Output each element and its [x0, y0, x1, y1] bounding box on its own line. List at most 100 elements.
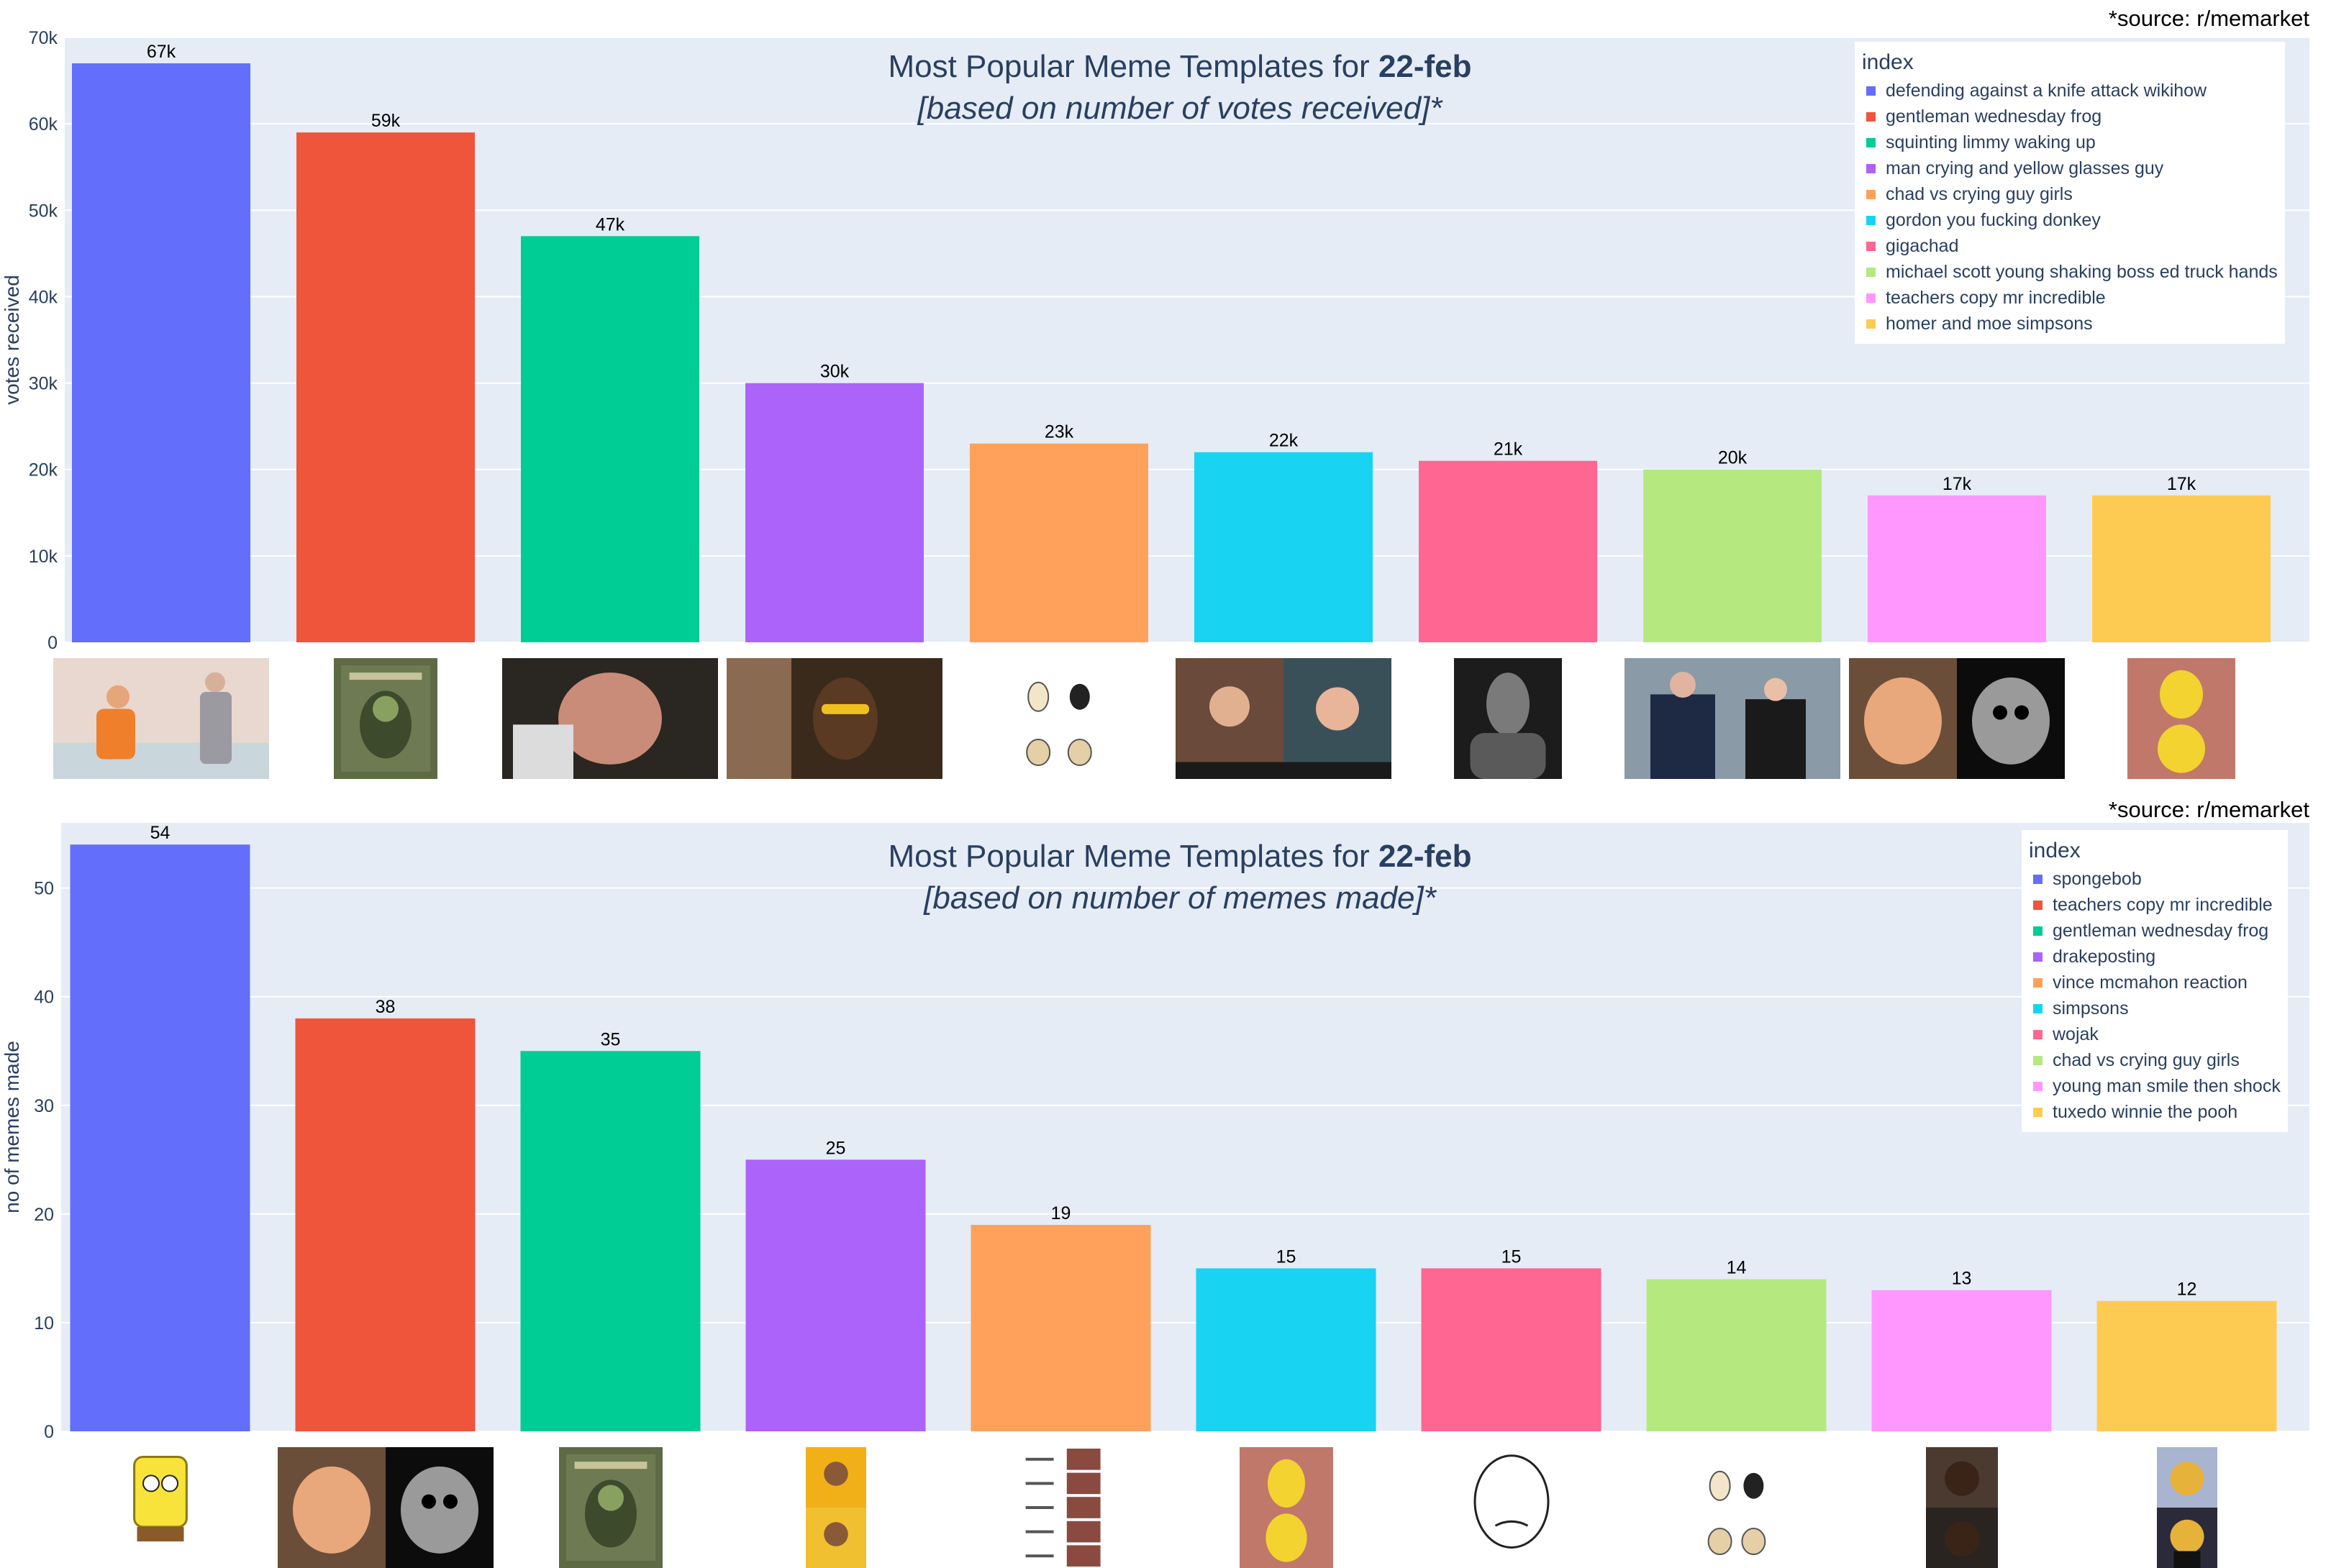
bar[interactable] [970, 443, 1148, 642]
legend-swatch [2033, 1003, 2043, 1013]
chad-girls-icon [1001, 658, 1117, 779]
bar-value-label: 47k [596, 214, 625, 234]
bar[interactable] [2096, 1300, 2277, 1431]
legend-swatch [2033, 926, 2043, 936]
bar[interactable] [1643, 469, 1822, 642]
bar-value-label: 21k [1494, 439, 1523, 460]
drake-icon [805, 1447, 866, 1568]
legend-swatch [2033, 1029, 2043, 1039]
vince-mcmahon-icon [1014, 1447, 1108, 1568]
legend-item[interactable]: squinting limmy waking up [1862, 129, 2278, 155]
legend-label: squinting limmy waking up [1886, 132, 2096, 152]
bar-value-label: 38 [376, 997, 396, 1017]
legend-label: gentleman wednesday frog [2053, 921, 2269, 941]
legend-title: index [1862, 50, 1914, 74]
source-note: *source: r/memarket [2108, 797, 2309, 822]
legend-item[interactable]: wojak [2029, 1021, 2281, 1047]
legend-swatch [1866, 86, 1876, 96]
bar[interactable] [745, 1159, 926, 1431]
y-tick-label: 10k [29, 547, 58, 567]
bar[interactable] [521, 236, 699, 642]
legend-item[interactable]: simpsons [2029, 995, 2281, 1021]
bar[interactable] [745, 383, 924, 642]
y-tick-label: 20k [29, 460, 58, 480]
frog-icon [558, 1447, 663, 1568]
legend-swatch [2033, 900, 2043, 910]
memes-chart-panel: 0 10 20 30 40 50 no of memes made 54 38 35 25 19 15 1… [0, 784, 2331, 1568]
legend-item[interactable]: gentleman wednesday frog [1862, 104, 2278, 129]
legend-item[interactable]: michael scott young shaking boss ed truc… [1862, 259, 2278, 285]
legend-swatch [2033, 952, 2043, 962]
legend-item[interactable]: defending against a knife attack wikihow [1862, 78, 2278, 104]
legend-item[interactable]: vince mcmahon reaction [2029, 970, 2281, 995]
chart-title: Most Popular Meme Templates for 22-feb [… [648, 836, 1712, 919]
chart-legend: index defending against a knife attack w… [1855, 42, 2285, 344]
bar-value-label: 14 [1727, 1258, 1747, 1278]
legend-label: chad vs crying guy girls [2053, 1050, 2240, 1070]
y-axis-title: no of memes made [1, 1041, 23, 1213]
legend-item[interactable]: teachers copy mr incredible [1862, 285, 2278, 311]
chart-title-prefix: Most Popular Meme Templates for [888, 49, 1378, 84]
legend-label: michael scott young shaking boss ed truc… [1886, 262, 2278, 282]
legend-item[interactable]: gigachad [1862, 233, 2278, 259]
legend-label: man crying and yellow glasses guy [1886, 158, 2164, 178]
bar[interactable] [1871, 1290, 2052, 1431]
bar[interactable] [1421, 1268, 1601, 1431]
legend-label: gentleman wednesday frog [1886, 106, 2102, 127]
legend-item[interactable]: gordon you fucking donkey [1862, 207, 2278, 233]
y-tick-label: 60k [29, 114, 58, 135]
bar-value-label: 17k [2167, 474, 2196, 494]
bar-value-label: 23k [1045, 422, 1074, 442]
legend-item[interactable]: drakeposting [2029, 944, 2281, 970]
legend-item[interactable]: gentleman wednesday frog [2029, 918, 2281, 944]
chart-title-date: 22-feb [1378, 839, 1472, 874]
bar[interactable] [1419, 460, 1597, 642]
chart-title: Most Popular Meme Templates for 22-feb [… [648, 46, 1712, 129]
legend-item[interactable]: tuxedo winnie the pooh [2029, 1099, 2281, 1125]
spongebob-icon [113, 1447, 207, 1568]
bar[interactable] [2092, 495, 2271, 642]
legend-swatch [1866, 319, 1876, 329]
bar[interactable] [971, 1224, 1151, 1431]
bar[interactable] [1196, 1268, 1376, 1431]
chart-title-prefix: Most Popular Meme Templates for [888, 839, 1378, 874]
legend-swatch [1866, 267, 1876, 277]
chart-legend: index spongebob teachers copy mr incredib… [2022, 830, 2288, 1132]
legend-label: homer and moe simpsons [1886, 314, 2093, 334]
legend-label: gigachad [1886, 236, 1959, 256]
votes-chart-panel: 0 10k 20k 30k 40k 50k 60k 70k votes received 67k 5… [0, 0, 2331, 783]
bar[interactable] [520, 1051, 701, 1431]
bar-value-label: 20k [1718, 448, 1748, 468]
bar[interactable] [1868, 495, 2046, 642]
y-tick-label: 40k [29, 287, 58, 307]
legend-item[interactable]: teachers copy mr incredible [2029, 892, 2281, 918]
legend-item[interactable]: spongebob [2029, 866, 2281, 892]
bar[interactable] [72, 63, 250, 643]
tuxedo-pooh-icon [2156, 1447, 2217, 1568]
wojak-icon [1457, 1447, 1566, 1568]
knife-attack-icon [53, 658, 269, 779]
legend-item[interactable]: homer and moe simpsons [1862, 311, 2278, 337]
y-axis-title: votes received [1, 275, 23, 405]
bar-value-label: 59k [371, 111, 401, 131]
chad-girls-icon [1689, 1447, 1784, 1568]
legend-item[interactable]: young man smile then shock [2029, 1073, 2281, 1099]
y-tick-label: 30k [29, 374, 58, 394]
bar[interactable] [1194, 452, 1373, 642]
y-tick-label: 0 [44, 1422, 54, 1442]
legend-item[interactable]: man crying and yellow glasses guy [1862, 155, 2278, 181]
legend-swatch [2033, 1055, 2043, 1065]
mr-incredible-icon [1849, 658, 2065, 779]
legend-label: drakeposting [2053, 947, 2156, 967]
legend-item[interactable]: chad vs crying guy girls [2029, 1047, 2281, 1073]
bar[interactable] [1646, 1279, 1827, 1432]
legend-swatch [1866, 293, 1876, 303]
bar[interactable] [296, 132, 475, 642]
handshake-icon [1625, 658, 1840, 779]
legend-label: teachers copy mr incredible [1886, 288, 2106, 308]
legend-label: chad vs crying guy girls [1886, 184, 2073, 204]
bar[interactable] [295, 1018, 476, 1431]
legend-item[interactable]: chad vs crying guy girls [1862, 181, 2278, 207]
bar[interactable] [70, 844, 250, 1431]
gigachad-icon [1454, 658, 1562, 779]
